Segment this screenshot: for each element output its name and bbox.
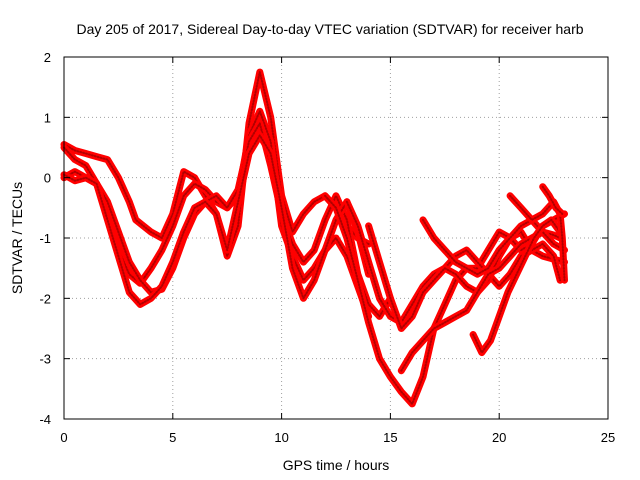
x-tick-label: 10: [274, 430, 288, 445]
series-markers: [63, 122, 392, 318]
series-markers: [472, 218, 562, 354]
y-tick-label: -1: [39, 231, 51, 246]
series-markers: [63, 134, 370, 306]
series-markers: [509, 194, 566, 282]
axis-ticks: 0 5 10 15 20 25 -4 -3 -2 -1 0 1 2: [39, 50, 615, 445]
y-tick-label: 0: [44, 171, 51, 186]
y-tick-label: -2: [39, 291, 51, 306]
y-tick-label: -3: [39, 352, 51, 367]
series-track-3: [60, 119, 394, 320]
series-markers: [324, 194, 566, 405]
x-tick-label: 5: [169, 430, 176, 445]
series-markers: [541, 185, 564, 215]
y-tick-label: -4: [39, 412, 51, 427]
y-axis-label: SDTVAR / TECUs: [9, 182, 25, 294]
x-tick-label: 0: [60, 430, 67, 445]
series-track-12: [539, 183, 566, 218]
y-tick-label: 2: [44, 50, 51, 65]
chart-title: Day 205 of 2017, Sidereal Day-to-day VTE…: [76, 21, 583, 37]
x-tick-label: 15: [383, 430, 397, 445]
x-axis-label: GPS time / hours: [283, 457, 390, 473]
series-track-4: [60, 131, 373, 308]
series-group: [60, 68, 568, 408]
series-track-11: [506, 192, 568, 284]
x-tick-label: 20: [492, 430, 506, 445]
x-tick-label: 25: [601, 430, 615, 445]
series-track-10: [469, 216, 564, 357]
y-tick-label: 1: [44, 110, 51, 125]
series-track-5: [321, 192, 568, 408]
